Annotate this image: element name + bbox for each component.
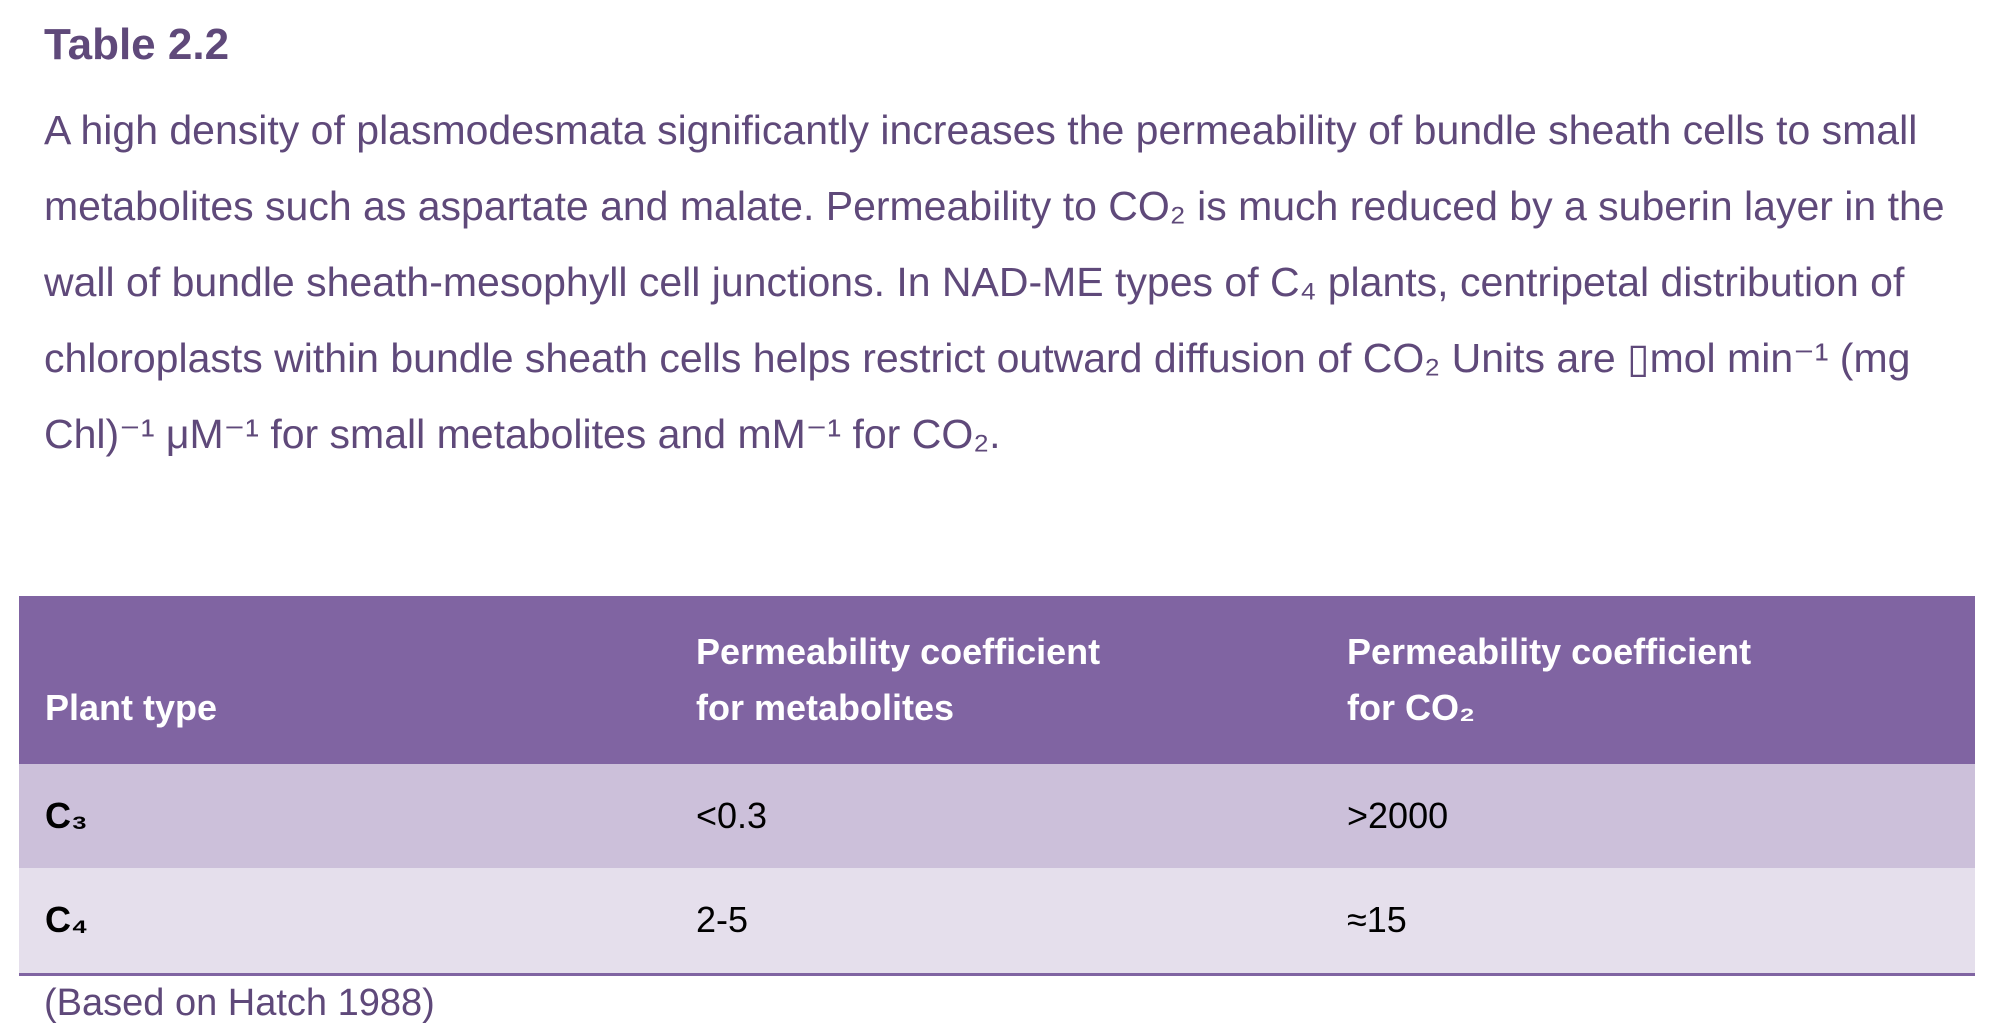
header-line: for metabolites — [696, 687, 955, 728]
cell: 2-5 — [696, 899, 749, 941]
table-body: C₃ <0.3 >2000 C₄ 2-5 ≈15 — [19, 764, 1975, 974]
cell: ≈15 — [1347, 899, 1407, 941]
header-cell: Plant type — [19, 596, 670, 764]
table-row: C₃ <0.3 >2000 — [19, 764, 1975, 868]
header-line: Plant type — [45, 687, 218, 728]
header-row: Plant type Permeability coefficient for m… — [19, 596, 1975, 764]
cell: C₃ — [45, 795, 88, 836]
table-header: Plant type Permeability coefficient for m… — [19, 596, 1975, 764]
table-title: Table 2.2 — [44, 20, 230, 69]
header-line: Permeability coefficient — [696, 631, 1101, 672]
header-line: Permeability coefficient — [1347, 631, 1752, 672]
cell: <0.3 — [696, 795, 768, 836]
header-line: for CO₂ — [1347, 687, 1475, 728]
header-cell: Permeability coefficient for CO₂ — [1321, 596, 1975, 764]
source-note: (Based on Hatch 1988) — [44, 982, 435, 1024]
data-table: Plant type Permeability coefficient for m… — [19, 596, 1975, 976]
header-cell: Permeability coefficient for metabolites — [670, 596, 1321, 764]
caption: A high density of plasmodesmata signific… — [44, 107, 1945, 457]
cell: C₄ — [45, 899, 89, 941]
table-row: C₄ 2-5 ≈15 — [19, 868, 1975, 974]
cell: >2000 — [1347, 795, 1449, 836]
